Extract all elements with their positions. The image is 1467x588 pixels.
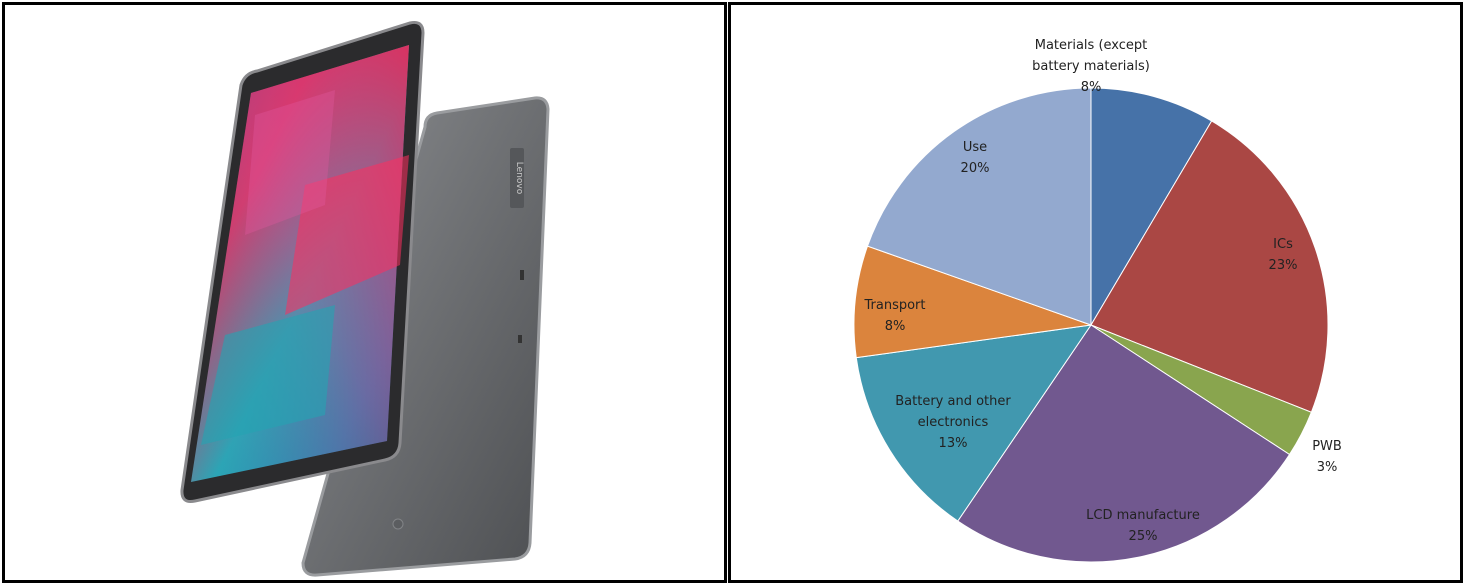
side-button [520,270,524,280]
pie-slice-transport [853,245,1092,359]
tablet-front [180,21,425,503]
pie-slices [853,87,1329,563]
pie-slice-materials [1090,87,1213,327]
pie-label-materials: Materials (except battery materials) 8% [1032,38,1150,95]
fingerprint-logo-icon [392,518,404,530]
pie-label-transport: Transport 8% [863,298,925,334]
pie-labels: Materials (except battery materials) 8% ICs… [863,38,1341,544]
pie-label-battery: Battery and other electronics 13% [895,394,1011,451]
brand-logo-plate [510,148,524,208]
pie-slice-use [866,87,1092,326]
pie-chart-panel: Materials (except battery materials) 8% ICs… [728,2,1463,583]
side-port [518,335,522,343]
brand-logo-text: Lenovo [514,162,524,195]
pie-label-pwb: PWB 3% [1312,439,1342,475]
pie-slice-lcd [957,324,1291,563]
pie-label-lcd: LCD manufacture 25% [1086,508,1200,544]
pie-label-use: Use 20% [961,140,990,176]
tablet-photo-panel: Lenovo [2,2,727,583]
pie-chart: Materials (except battery materials) 8% ICs… [853,38,1342,563]
pie-label-ics: ICs 23% [1269,237,1298,273]
pie-slice-battery [855,324,1093,522]
tablet-illustration: Lenovo [180,21,550,577]
pie-slice-ics [1090,120,1329,413]
